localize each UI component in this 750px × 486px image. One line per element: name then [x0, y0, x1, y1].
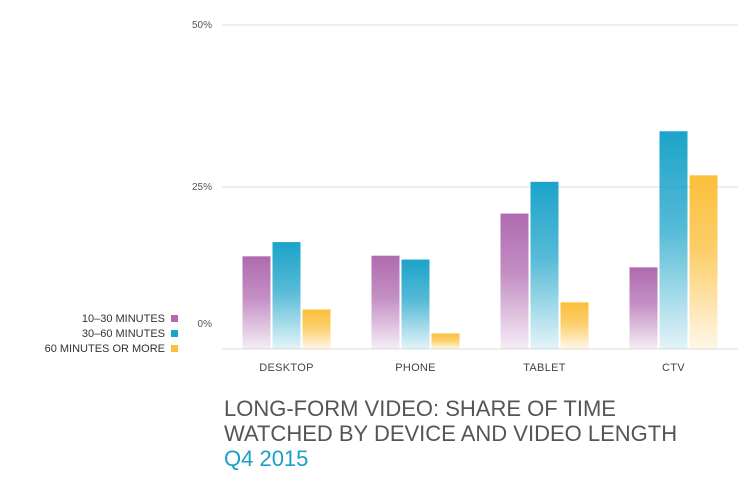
- bar-desktop-series-1: [272, 242, 301, 349]
- bar-desktop-series-2: [302, 309, 331, 349]
- legend-swatch: [171, 345, 178, 352]
- bar-phone-series-2: [431, 333, 460, 349]
- legend-swatch: [171, 315, 178, 322]
- category-label: DESKTOP: [259, 362, 313, 374]
- title-line-1: LONG-FORM VIDEO: SHARE OF TIME: [224, 396, 616, 421]
- bar-ctv-series-2: [689, 175, 718, 349]
- bar-desktop-series-0: [242, 256, 271, 349]
- legend-item-60-plus: 60 MINUTES OR MORE: [40, 341, 180, 356]
- category-label: TABLET: [523, 362, 566, 374]
- legend-swatch: [171, 330, 178, 337]
- bar-phone-series-1: [401, 259, 430, 349]
- bar-tablet-series-1: [530, 181, 559, 349]
- bar-tablet-series-0: [500, 213, 529, 349]
- category-labels: DESKTOP PHONE TABLET CTV: [259, 362, 685, 374]
- bar-tablet-series-2: [560, 302, 589, 349]
- legend-item-30-60: 30–60 MINUTES: [40, 326, 180, 341]
- y-tick-label: 50%: [192, 20, 212, 31]
- category-label: CTV: [662, 362, 685, 374]
- chart-title: LONG-FORM VIDEO: SHARE OF TIME WATCHED B…: [224, 396, 744, 471]
- bar-phone-series-0: [371, 255, 400, 349]
- bar-ctv-series-0: [629, 267, 658, 349]
- legend-label: 60 MINUTES OR MORE: [44, 342, 165, 355]
- legend: 10–30 MINUTES 30–60 MINUTES 60 MINUTES O…: [40, 311, 180, 356]
- title-line-2: WATCHED BY DEVICE AND VIDEO LENGTH: [224, 421, 678, 446]
- legend-label: 30–60 MINUTES: [81, 327, 165, 340]
- y-tick-label: 0%: [198, 319, 213, 330]
- bar-chart: 0% 25% 50% DESKTOP PHONE TABLET CTV: [192, 20, 738, 374]
- category-label: PHONE: [395, 362, 436, 374]
- y-tick-label: 25%: [192, 182, 212, 193]
- legend-label: 10–30 MINUTES: [81, 312, 165, 325]
- legend-item-10-30: 10–30 MINUTES: [40, 311, 180, 326]
- bars: [242, 131, 718, 349]
- bar-ctv-series-1: [659, 131, 688, 349]
- y-axis-ticks: 0% 25% 50%: [192, 20, 212, 330]
- chart-subtitle: Q4 2015: [224, 446, 309, 471]
